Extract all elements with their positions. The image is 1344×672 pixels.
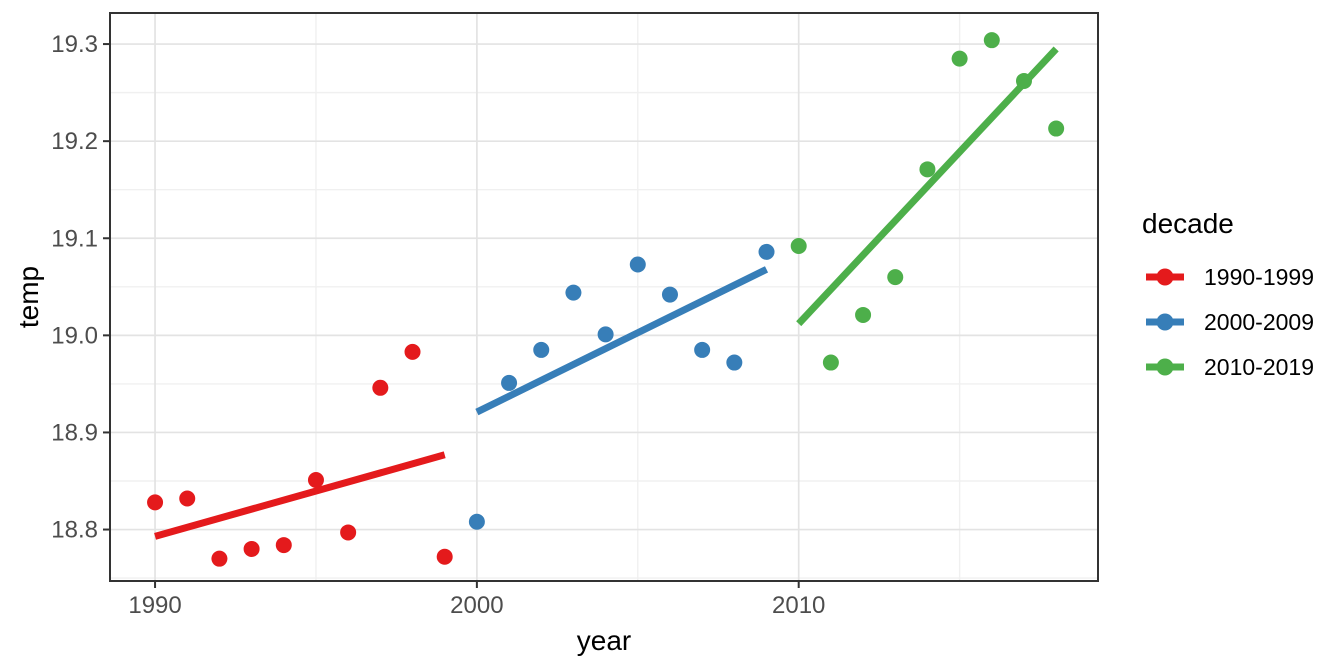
legend-entry-1990-1999: 1990-1999 [1146, 264, 1314, 290]
y-tick-label: 19.1 [51, 225, 98, 252]
trend-line [154, 451, 446, 540]
y-tick-label: 18.9 [51, 419, 98, 446]
data-layer [147, 32, 1065, 567]
data-point [275, 537, 292, 554]
data-point [694, 341, 711, 358]
legend-label: 2000-2009 [1204, 309, 1314, 335]
data-point [404, 343, 421, 360]
data-point [243, 540, 260, 557]
data-point [790, 238, 807, 255]
data-point [533, 341, 550, 358]
data-point [597, 326, 614, 343]
legend-label: 1990-1999 [1204, 264, 1314, 290]
x-tick-label: 2000 [450, 592, 503, 619]
data-point [565, 284, 582, 301]
data-point [1048, 120, 1065, 137]
data-point [919, 161, 936, 178]
axis-layer: 1990 2000 2010 18.8 18.9 19.0 19.1 19.2 19.3 [51, 31, 825, 619]
x-tick-label: 2010 [772, 592, 825, 619]
data-point [147, 494, 164, 511]
data-point [758, 243, 775, 260]
data-point [179, 490, 196, 507]
data-point [661, 286, 678, 303]
plot-panel-border [109, 12, 1099, 582]
data-point [951, 50, 968, 67]
data-point [501, 374, 518, 391]
data-point [887, 269, 904, 286]
data-point [726, 354, 743, 371]
data-point [307, 472, 324, 489]
data-point [629, 256, 646, 273]
legend-key-point-icon [1156, 268, 1174, 286]
legend-entry-2000-2009: 2000-2009 [1146, 309, 1314, 335]
legend-title: decade [1142, 208, 1234, 239]
data-point [983, 32, 1000, 49]
y-tick-label: 19.0 [51, 322, 98, 349]
trend-line [796, 46, 1059, 327]
legend-key-point-icon [1156, 313, 1174, 331]
y-tick-label: 18.8 [51, 517, 98, 544]
legend-label: 2010-2019 [1204, 354, 1314, 380]
data-point [340, 524, 357, 541]
legend-key-point-icon [1156, 358, 1174, 376]
legend-entry-2010-2019: 2010-2019 [1146, 354, 1314, 380]
grid-layer [110, 13, 1098, 581]
data-point [372, 379, 389, 396]
y-tick-label: 19.2 [51, 128, 98, 155]
data-point [211, 550, 228, 567]
x-axis-title: year [577, 625, 631, 656]
trend-line [475, 266, 769, 416]
legend: decade 1990-1999 2000-2009 2010-2019 [1142, 208, 1314, 380]
data-point [822, 354, 839, 371]
x-tick-label: 1990 [128, 592, 181, 619]
data-point [855, 306, 872, 323]
y-axis-title: temp [13, 266, 44, 328]
y-tick-label: 19.3 [51, 31, 98, 58]
data-point [468, 513, 485, 530]
data-point [436, 548, 453, 565]
